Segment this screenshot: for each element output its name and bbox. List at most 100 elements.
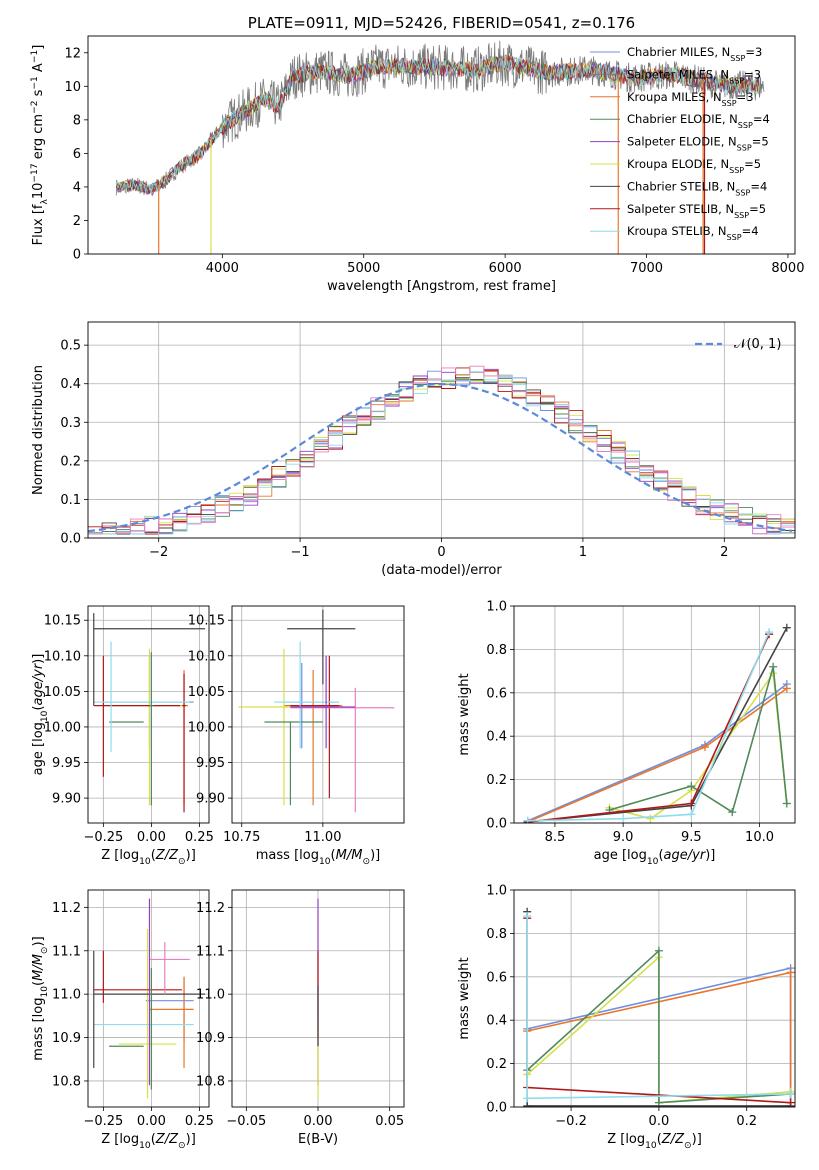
weight-marker (523, 816, 532, 823)
x-tick-label: 2 (720, 545, 728, 560)
legend-label: Kroupa MILES, NSSP=3 (627, 90, 754, 108)
y-tick-label: 11.1 (196, 944, 225, 959)
y-tick-label: 0.3 (60, 416, 81, 431)
chart-title: PLATE=0911, MJD=52426, FIBERID=0541, z=0… (248, 14, 635, 32)
weight-marker (769, 662, 778, 671)
histogram-line (88, 367, 795, 538)
y-tick-label: 10.15 (188, 614, 225, 629)
axes-frame (513, 605, 796, 824)
x-tick-label: −0.2 (555, 1114, 587, 1129)
y-tick-label: 11.0 (196, 988, 225, 1003)
legend: 𝒩(0, 1) (695, 337, 781, 352)
weight-marker (782, 799, 791, 808)
panel-mass-vs-EBV: −0.05 0.00 0.05 10.8 10.9 11.0 11.1 11.2 E(B-V) (196, 889, 405, 1147)
x-axis-label: mass [log10(M/M⊙)] (256, 848, 380, 867)
y-tick-label: 10.05 (188, 685, 225, 700)
y-tick-label: 1.0 (486, 600, 507, 615)
y-tick-label: 0.6 (486, 970, 507, 985)
panel-massweight-vs-Z: −0.2 0.0 0.2 0.0 0.2 0.4 0.6 0.8 1.0 Z [log10(Z/Z… (457, 884, 796, 1151)
weight-line (527, 631, 770, 822)
weight-marker (786, 968, 795, 977)
y-tick-label: 11.2 (196, 901, 225, 916)
weight-marker (523, 912, 532, 921)
y-tick-label: 10.15 (44, 614, 81, 629)
spectrum-model-line (115, 57, 760, 196)
y-tick-label: 4 (73, 180, 81, 195)
legend-label: Salpeter MILES, NSSP=3 (627, 67, 761, 85)
y-tick-label: 10.05 (44, 685, 81, 700)
y-tick-label: 9.95 (196, 756, 225, 771)
x-tick-label: 4000 (206, 261, 239, 276)
y-tick-label: 0.0 (486, 1101, 507, 1116)
x-tick-label: −0.25 (83, 830, 123, 845)
y-tick-label: 0.2 (60, 454, 81, 469)
x-tick-label: 7000 (630, 261, 663, 276)
y-tick-label: 0.8 (486, 643, 507, 658)
y-tick-label: 0 (73, 248, 81, 263)
axes-frame (231, 605, 405, 824)
y-axis-label: mass weight (457, 957, 472, 1039)
spectrum-model-line (115, 55, 760, 196)
x-tick-label: 0.0 (649, 1114, 670, 1129)
y-tick-label: 10.00 (44, 720, 81, 735)
axes-frame (231, 889, 405, 1108)
legend-label: Kroupa STELIB, NSSP=4 (627, 224, 759, 242)
y-tick-label: 0.1 (60, 493, 81, 508)
y-axis-label: age [log10(age/yr)] (31, 654, 50, 776)
histogram-series (88, 365, 795, 538)
x-tick-label: 8000 (771, 261, 804, 276)
y-tick-label: 10.8 (52, 1074, 81, 1089)
x-tick-label: 5000 (347, 261, 380, 276)
x-axis-label: wavelength [Angstrom, rest frame] (327, 279, 556, 294)
legend: Chabrier MILES, NSSP=3 Salpeter MILES, NS… (590, 45, 770, 242)
legend-label: Chabrier MILES, NSSP=3 (627, 45, 762, 63)
weight-series (523, 623, 791, 823)
x-tick-label: −2 (149, 545, 168, 560)
spectrum-series (115, 40, 765, 254)
x-tick-label: 10.0 (745, 830, 774, 845)
y-tick-label: 10.9 (52, 1031, 81, 1046)
x-tick-label: 1 (579, 545, 587, 560)
errorbar-series (238, 609, 395, 813)
weight-marker (523, 1101, 532, 1107)
y-tick-label: 10.10 (44, 649, 81, 664)
weight-marker (619, 814, 628, 823)
x-tick-label: 0.2 (736, 1114, 757, 1129)
x-tick-label: 0.25 (185, 1114, 214, 1129)
y-tick-label: 2 (73, 214, 81, 229)
errorbar-series (93, 613, 206, 813)
x-tick-label: 0 (437, 545, 445, 560)
x-tick-label: 6000 (489, 261, 522, 276)
legend-label: Salpeter STELIB, NSSP=5 (627, 202, 766, 220)
x-axis-label: Z [log10(Z/Z⊙)] (101, 848, 196, 867)
weight-marker (700, 743, 709, 752)
y-tick-label: 11.0 (52, 988, 81, 1003)
y-tick-label: 0.8 (486, 927, 507, 942)
y-axis-label: Normed distribution (31, 365, 46, 495)
x-axis-label: E(B-V) (298, 1132, 338, 1147)
legend-label: Chabrier ELODIE, NSSP=4 (627, 112, 770, 130)
x-tick-label: 0.05 (375, 1114, 404, 1129)
errorbar-series (93, 898, 206, 1099)
y-tick-label: 9.90 (196, 792, 225, 807)
x-axis-label: Z [log10(Z/Z⊙)] (101, 1132, 196, 1151)
y-tick-label: 9.95 (52, 756, 81, 771)
y-tick-label: 10.10 (188, 649, 225, 664)
y-tick-label: 0.4 (60, 377, 81, 392)
y-tick-label: 0.5 (60, 339, 81, 354)
x-axis-label: age [log10(age/yr)] (594, 848, 716, 867)
axes-frame (87, 321, 796, 539)
x-tick-label: 0.00 (137, 1114, 166, 1129)
x-tick-label: 9.5 (681, 830, 702, 845)
y-tick-label: 6 (73, 147, 81, 162)
weight-line (527, 627, 788, 823)
x-tick-label: 0.00 (137, 830, 166, 845)
axes-frame (513, 889, 796, 1108)
panel-mass-vs-Z: −0.25 0.00 0.25 10.8 10.9 11.0 11.1 11.2 Z [log1… (31, 889, 214, 1151)
y-tick-label: 8 (73, 113, 81, 128)
panel-spectrum: 4000 5000 6000 7000 8000 0 2 4 6 8 10 12 wavelength … (30, 35, 804, 294)
x-tick-label: 10.75 (223, 830, 260, 845)
y-tick-label: 10 (64, 80, 81, 95)
y-tick-label: 0.4 (486, 1014, 507, 1029)
